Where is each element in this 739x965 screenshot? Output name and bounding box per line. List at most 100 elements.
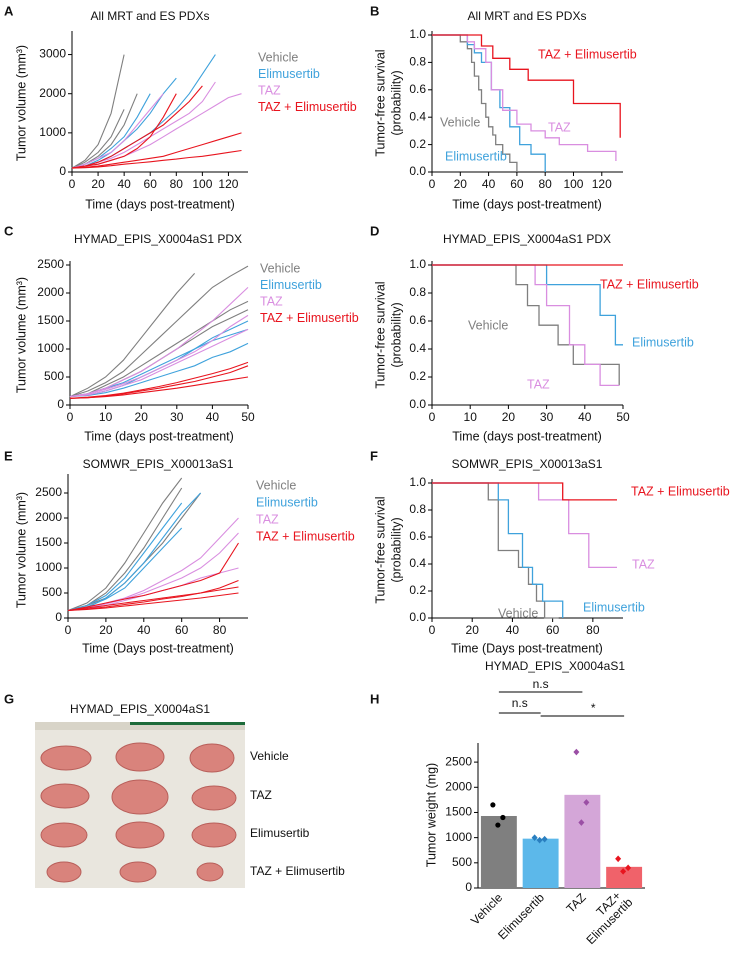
x-tick-label: 40 xyxy=(482,177,496,191)
curve-label: Vehicle xyxy=(498,606,538,620)
panel-letter: E xyxy=(4,448,13,463)
row-label: TAZ xyxy=(250,788,272,802)
y-axis-label: Tumor volume (mm³) xyxy=(14,277,28,393)
bar xyxy=(606,866,643,888)
x-tick-label: 20 xyxy=(91,177,105,191)
survival-curve xyxy=(432,482,617,569)
tumors xyxy=(40,742,237,883)
x-tick-label: 0 xyxy=(65,623,72,637)
ruler xyxy=(35,722,245,730)
growth-line xyxy=(69,342,249,398)
legend-label: TAZ xyxy=(260,294,283,308)
curve-label: Elimusertib xyxy=(583,600,645,614)
y-tick-label: 2500 xyxy=(37,257,64,271)
tumor xyxy=(46,861,82,883)
x-tick-label: 40 xyxy=(117,177,131,191)
x-tick-label: 20 xyxy=(99,623,113,637)
y-tick-label: 0.0 xyxy=(409,164,426,178)
y-axis-label: Tumor weight (mg) xyxy=(424,763,438,867)
curve-label: Elimusertib xyxy=(632,335,694,349)
chart-title: HYMAD_EPIS_X0004aS1 PDX xyxy=(74,232,242,246)
bar xyxy=(480,815,517,888)
curve-label: TAZ xyxy=(548,120,571,134)
legend-label: Elimusertib xyxy=(260,278,322,292)
x-tick-label: 30 xyxy=(540,410,554,424)
data-point xyxy=(500,814,506,821)
x-tick-label: 60 xyxy=(175,623,189,637)
significance-label: n.s xyxy=(512,696,528,710)
legend-label: Vehicle xyxy=(256,478,296,492)
growth-line xyxy=(69,328,249,398)
y-tick-label: 0.6 xyxy=(409,313,426,327)
x-tick-label: 30 xyxy=(170,410,184,424)
significance-label: * xyxy=(591,701,596,715)
chart-title: All MRT and ES PDXs xyxy=(91,9,210,23)
growth-line xyxy=(69,265,249,398)
data-point xyxy=(583,799,590,806)
growth-line xyxy=(71,149,242,169)
growth-line xyxy=(67,579,239,612)
y-tick-label: 500 xyxy=(452,855,472,869)
y-tick-label: 0.4 xyxy=(409,109,426,123)
growth-line xyxy=(67,542,239,612)
tumor xyxy=(115,742,165,772)
panel-letter: C xyxy=(4,223,14,238)
y-tick-label: 0.8 xyxy=(409,285,426,299)
y-tick-label: 0 xyxy=(57,397,64,411)
x-tick-label: 100 xyxy=(192,177,212,191)
x-tick-label: 80 xyxy=(539,177,553,191)
x-tick-label: 50 xyxy=(616,410,630,424)
x-tick-label: 40 xyxy=(578,410,592,424)
y-tick-label: 1000 xyxy=(445,830,472,844)
tumor xyxy=(119,861,157,883)
y-tick-label: 2500 xyxy=(35,485,62,499)
tumor-photo: G HYMAD_EPIS_X0004aS1 Vehicle TAZ Elimus… xyxy=(4,691,345,888)
row-label: Elimusertib xyxy=(250,826,310,840)
chart-title: HYMAD_EPIS_X0004aS1 xyxy=(485,659,625,673)
chart-title: SOMWR_EPIS_X00013aS1 xyxy=(452,457,603,471)
growth-line xyxy=(69,376,249,399)
curve-label: TAZ + Elimusertib xyxy=(631,484,730,498)
y-tick-label: 2500 xyxy=(445,754,472,768)
legend-label: Elimusertib xyxy=(256,495,318,509)
x-tick-label: 60 xyxy=(510,177,524,191)
growth-line xyxy=(71,85,203,169)
x-tick-label: 40 xyxy=(137,623,151,637)
survival-curve xyxy=(432,34,617,161)
y-tick-label: 1500 xyxy=(35,535,62,549)
row-label: TAZ + Elimusertib xyxy=(250,864,345,878)
x-tick-label: 10 xyxy=(99,410,113,424)
y-tick-label: 0.8 xyxy=(409,502,426,516)
y-axis-label: (probability) xyxy=(389,70,403,135)
y-tick-label: 1.0 xyxy=(409,27,426,41)
y-tick-label: 1500 xyxy=(445,805,472,819)
panel-letter: G xyxy=(4,691,14,706)
x-tick-label: 80 xyxy=(170,177,184,191)
growth-line xyxy=(71,93,177,169)
tumor xyxy=(191,822,237,848)
growth-line xyxy=(71,93,164,169)
data-point xyxy=(495,822,501,828)
legend-label: TAZ + Elimusertib xyxy=(256,529,355,543)
curve-label: Elimusertib xyxy=(445,149,507,163)
x-tick-label: 0 xyxy=(429,177,436,191)
chart-title: SOMWR_EPIS_X00013aS1 xyxy=(83,457,234,471)
y-tick-label: 0.4 xyxy=(409,556,426,570)
y-tick-label: 0.8 xyxy=(409,55,426,69)
bar xyxy=(522,838,559,888)
x-tick-label: 80 xyxy=(213,623,227,637)
y-tick-label: 1000 xyxy=(39,125,66,139)
survival-curve xyxy=(432,264,623,346)
x-axis-label: Time (Days post-treatment) xyxy=(82,641,234,655)
x-tick-label: 40 xyxy=(206,410,220,424)
y-tick-label: 1000 xyxy=(35,560,62,574)
growth-line xyxy=(67,477,183,612)
survival-curve xyxy=(432,34,518,172)
y-tick-label: 2000 xyxy=(35,510,62,524)
y-tick-label: 0.6 xyxy=(409,529,426,543)
y-axis-label: Tumor-free survival xyxy=(373,281,387,388)
data-point xyxy=(490,802,496,808)
legend-label: Vehicle xyxy=(260,261,300,275)
y-tick-label: 0.2 xyxy=(409,369,426,383)
